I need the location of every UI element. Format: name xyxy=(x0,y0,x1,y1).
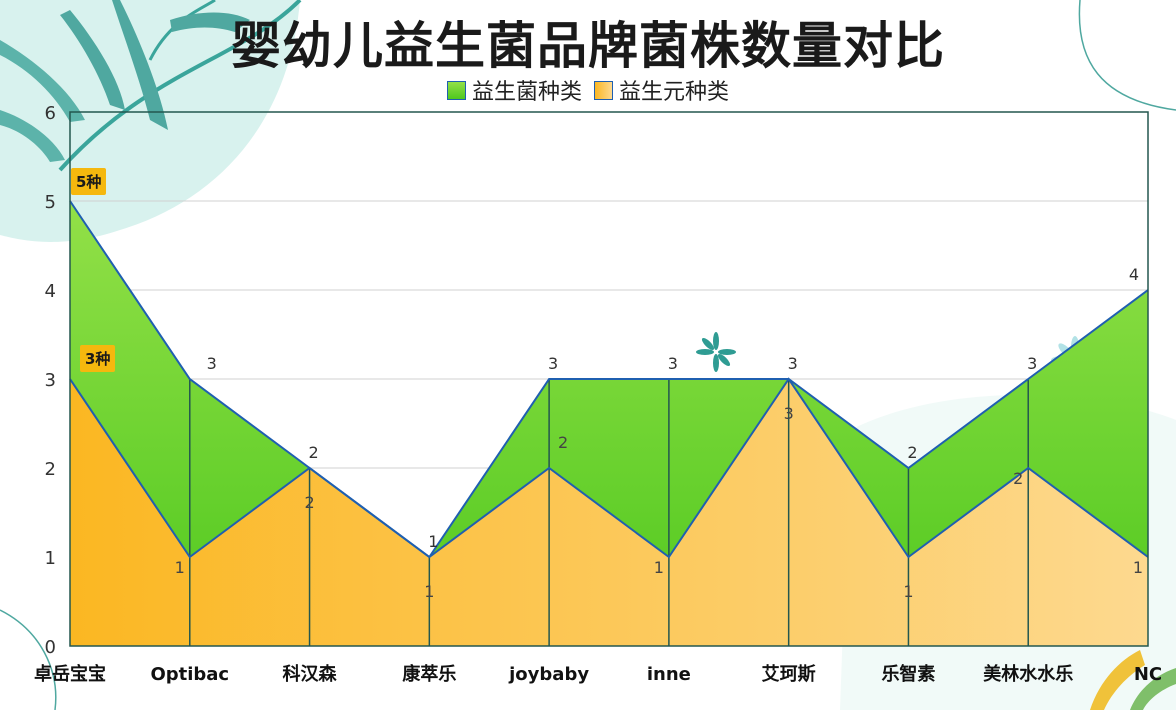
plot-border xyxy=(69,111,1149,647)
data-label-probiotic: 3 xyxy=(668,354,678,373)
y-tick-label: 1 xyxy=(45,548,56,569)
data-label-prebiotic: 1 xyxy=(654,558,664,577)
y-tick-label: 0 xyxy=(45,637,56,658)
data-label-prebiotic: 1 xyxy=(1133,558,1143,577)
legend-label-prebiotic: 益生元种类 xyxy=(619,80,730,105)
legend-item-prebiotic[interactable]: 益生元种类 xyxy=(594,74,729,106)
x-tick-label: inne xyxy=(647,664,691,685)
y-tick-label: 4 xyxy=(45,281,56,302)
data-label-probiotic: 3 xyxy=(1027,354,1037,373)
data-label-probiotic: 4 xyxy=(1129,265,1139,284)
data-label-probiotic: 3 xyxy=(788,354,798,373)
line-series-probiotic xyxy=(69,200,1149,559)
data-label-prebiotic: 2 xyxy=(558,433,568,452)
line-series-prebiotic xyxy=(69,377,1149,559)
legend-label-probiotic: 益生菌种类 xyxy=(471,80,582,105)
legend-swatch-probiotic xyxy=(446,80,466,100)
x-tick-label: 科汉森 xyxy=(283,663,338,685)
chart-title: 婴幼儿益生菌品牌菌株数量对比 xyxy=(231,17,945,75)
legend: 益生菌种类 益生元种类 xyxy=(0,74,1176,106)
x-tick-label: 艾珂斯 xyxy=(762,663,816,685)
data-label-probiotic: 3 xyxy=(548,354,558,373)
callout-prebiotic-first: 3种 xyxy=(80,345,116,372)
y-tick-label: 5 xyxy=(45,192,56,213)
data-label-probiotic: 1 xyxy=(428,532,438,551)
x-tick-label: Optibac xyxy=(150,664,229,685)
callout-probiotic-first: 5种 xyxy=(71,168,107,195)
data-label-probiotic: 2 xyxy=(308,443,318,462)
data-label-prebiotic: 1 xyxy=(903,582,913,601)
data-label-prebiotic: 1 xyxy=(175,558,185,577)
data-label-prebiotic: 2 xyxy=(1013,469,1023,488)
data-label-probiotic: 3 xyxy=(207,354,217,373)
x-tick-label: NC xyxy=(1134,664,1162,685)
data-label-probiotic: 2 xyxy=(907,443,917,462)
x-tick-label: joybaby xyxy=(508,664,589,685)
x-tick-label: 美林水水乐 xyxy=(983,663,1073,685)
data-label-prebiotic: 2 xyxy=(304,493,314,512)
data-label-prebiotic: 3 xyxy=(784,404,794,423)
legend-swatch-prebiotic xyxy=(594,80,613,100)
y-tick-label: 3 xyxy=(45,370,56,391)
y-tick-label: 6 xyxy=(45,103,56,124)
data-label-prebiotic: 1 xyxy=(424,582,434,601)
x-tick-label: 康萃乐 xyxy=(402,663,456,685)
x-tick-label: 卓岳宝宝 xyxy=(34,663,106,685)
y-tick-label: 2 xyxy=(45,459,56,480)
x-tick-label: 乐智素 xyxy=(881,663,935,685)
legend-item-probiotic[interactable]: 益生菌种类 xyxy=(446,74,582,106)
